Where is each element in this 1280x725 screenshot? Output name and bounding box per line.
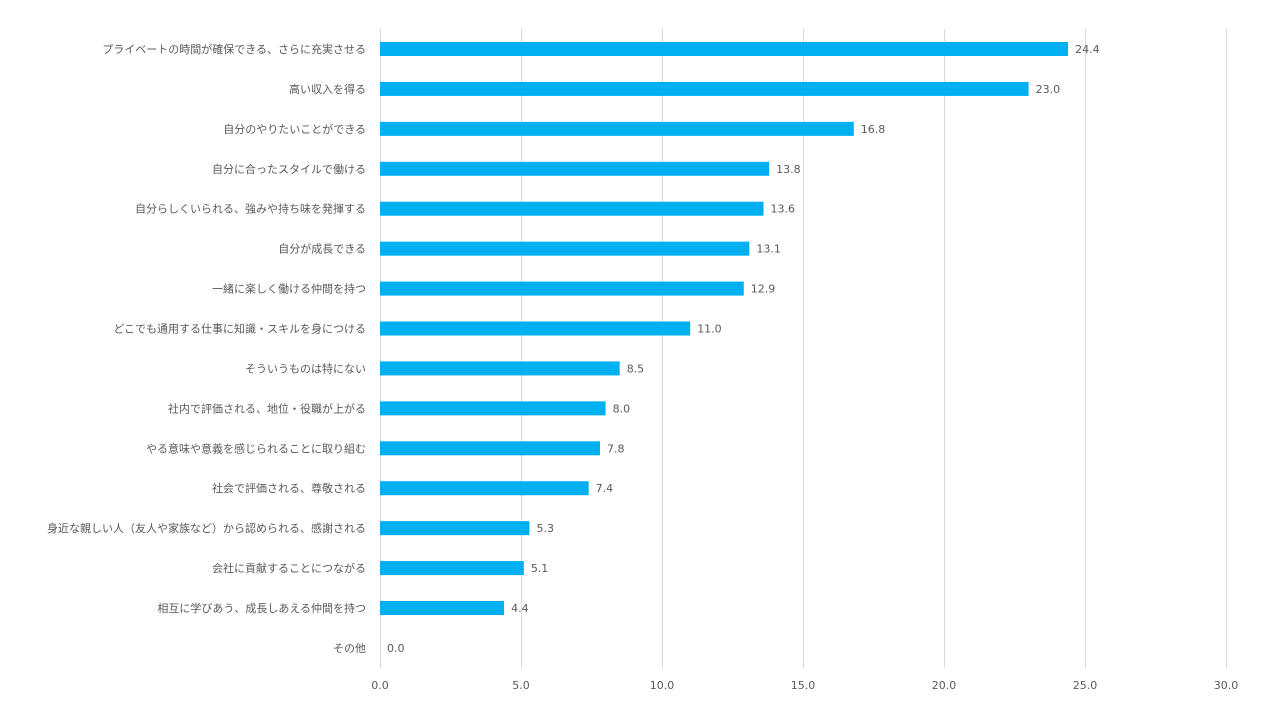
- category-label: 自分に合ったスタイルで働ける: [212, 162, 366, 176]
- bar: [380, 521, 530, 536]
- bar: [380, 481, 589, 496]
- x-tick-label: 30.0: [1214, 679, 1239, 692]
- category-label: 高い収入を得る: [289, 82, 366, 96]
- category-label: 自分らしくいられる、強みや持ち味を発揮する: [135, 202, 366, 216]
- value-label: 23.0: [1036, 83, 1061, 96]
- bar: [380, 241, 750, 256]
- category-label: プライベートの時間が確保できる、さらに充実させる: [102, 42, 366, 56]
- bar: [380, 81, 1029, 96]
- bar: [380, 361, 620, 376]
- bar: [380, 441, 600, 456]
- label-layer: 0.0 5.0 10.0 15.0 20.0 25.0 30.0 プライベートの時間が確保でき…: [47, 42, 1238, 692]
- bar: [380, 121, 854, 136]
- value-label: 5.1: [531, 562, 549, 575]
- bar: [380, 561, 524, 576]
- category-label: 身近な親しい人（友人や家族など）から認められる、感謝される: [47, 521, 366, 535]
- bar: [380, 321, 691, 336]
- value-label: 4.4: [511, 602, 528, 615]
- value-label: 8.0: [613, 402, 631, 415]
- x-tick-label: 0.0: [371, 679, 389, 692]
- x-tick-label: 15.0: [791, 679, 816, 692]
- bar-layer: [380, 42, 1069, 616]
- category-label: その他: [333, 642, 366, 655]
- category-label: 社内で評価される、地位・役職が上がる: [168, 401, 366, 415]
- category-label: やる意味や意義を感じられることに取り組む: [146, 441, 366, 455]
- value-label: 16.8: [861, 123, 886, 136]
- value-label: 13.1: [756, 243, 781, 256]
- bar: [380, 201, 764, 216]
- value-label: 13.8: [776, 163, 801, 176]
- value-label: 7.4: [596, 482, 614, 495]
- x-tick-label: 10.0: [650, 679, 675, 692]
- value-label: 11.0: [697, 323, 722, 336]
- bar: [380, 161, 770, 176]
- value-label: 5.3: [536, 522, 554, 535]
- x-tick-label: 25.0: [1073, 679, 1098, 692]
- category-label: そういうものは特にない: [245, 361, 366, 375]
- category-label: 自分のやりたいことができる: [223, 122, 366, 136]
- bar: [380, 42, 1069, 56]
- category-label: 一緒に楽しく働ける仲間を持つ: [212, 282, 366, 296]
- bar: [380, 601, 505, 616]
- value-label: 8.5: [627, 362, 645, 375]
- category-label: どこでも通用する仕事に知識・スキルを身につける: [113, 322, 366, 336]
- value-label: 7.8: [607, 442, 625, 455]
- category-label: 会社に貢献することにつながる: [212, 561, 366, 575]
- bar: [380, 401, 606, 416]
- value-label: 12.9: [751, 283, 776, 296]
- category-label: 社会で評価される、尊敬される: [212, 481, 366, 495]
- value-label: 0.0: [387, 642, 405, 655]
- x-tick-label: 5.0: [512, 679, 530, 692]
- bar: [380, 281, 744, 296]
- x-tick-label: 20.0: [932, 679, 957, 692]
- category-label: 自分が成長できる: [278, 242, 366, 256]
- value-label: 13.6: [771, 203, 796, 216]
- value-label: 24.4: [1075, 43, 1100, 56]
- category-label: 相互に学びあう、成長しあえる仲間を持つ: [157, 601, 366, 615]
